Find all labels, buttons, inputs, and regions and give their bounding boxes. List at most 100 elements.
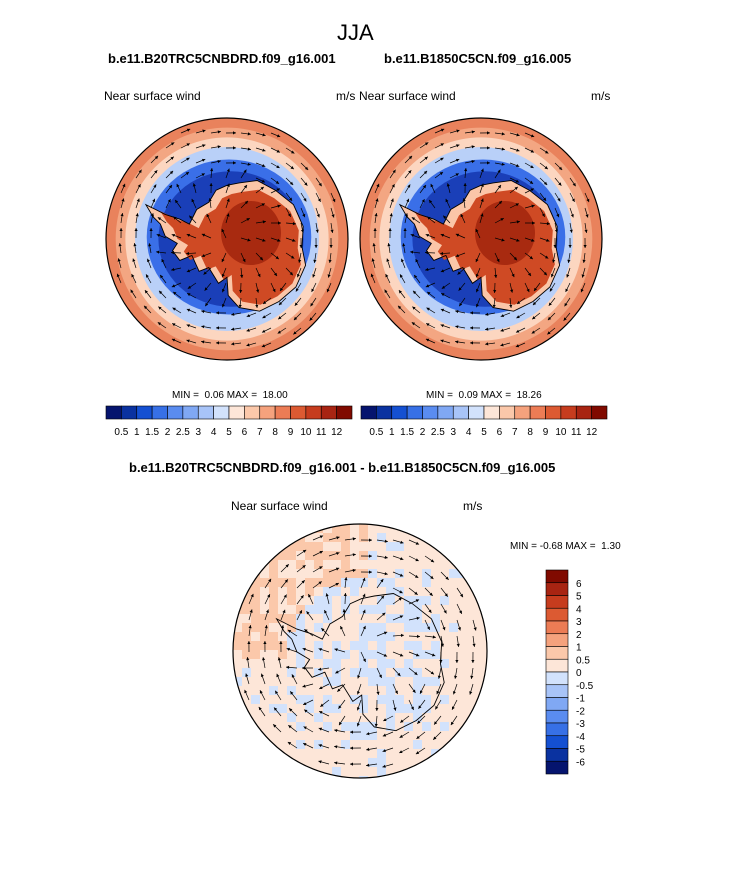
map2-wind-arrowhead (430, 183, 434, 188)
map1-wind-arrowhead (202, 144, 206, 148)
difference-cell (296, 632, 305, 641)
colorbar-tick-label: 2 (165, 427, 171, 438)
map2-wind-arrowhead (401, 258, 404, 262)
difference-cell (359, 659, 368, 668)
map-field (106, 118, 348, 360)
colorbar-swatch (545, 748, 569, 762)
map1-wind-arrowhead (293, 316, 298, 321)
map1-wind-arrowhead (201, 340, 205, 344)
map3-wind-arrowhead (334, 761, 338, 765)
colorbar-swatch (545, 709, 569, 724)
map1-wind-arrowhead (152, 198, 156, 203)
map3-wind-arrowhead (380, 595, 385, 599)
map1-wind-arrowhead (280, 287, 284, 291)
difference-cell (233, 533, 242, 542)
colorbar-swatch (545, 582, 569, 596)
difference-cell (332, 587, 341, 596)
map1-wind-arrowhead (154, 155, 159, 160)
map3-wind-arrowhead (282, 609, 286, 614)
difference-cell (341, 650, 350, 659)
colorbar-swatch (468, 405, 485, 420)
colorbar-tick-label: 8 (272, 427, 278, 438)
colorbar-swatch (228, 405, 245, 420)
difference-cell (269, 605, 278, 614)
colorbar-swatch (575, 405, 592, 420)
difference-cell (251, 560, 260, 569)
map3-wind-arrowhead (434, 721, 438, 725)
map1-wind-arrowhead (276, 188, 280, 192)
map3-wind-arrowhead (430, 559, 435, 563)
difference-cell (359, 731, 368, 740)
difference-cell (251, 623, 260, 632)
map2-wind-arrowhead (402, 243, 406, 247)
colorbar-swatch (376, 405, 393, 420)
panel-2-max-label: MAX = (480, 390, 512, 401)
map1-wind-arrowhead (289, 181, 294, 185)
colorbar-tick-label: 7 (512, 427, 518, 438)
map3-wind-arrowhead (427, 626, 430, 630)
map3-wind-arrowhead (285, 564, 289, 568)
difference-cell (296, 659, 305, 668)
map2-wind-arrowhead (530, 188, 534, 192)
map2-wind-arrowhead (456, 144, 460, 148)
difference-cell (251, 542, 260, 551)
colorbar-swatch (545, 697, 569, 711)
difference-cell (269, 587, 278, 596)
map3-wind-arrowhead (384, 572, 388, 576)
difference-cell (233, 524, 242, 533)
map1-wind-arrowhead (185, 172, 189, 176)
map1-wind-arrowhead (201, 158, 206, 162)
map2-wind-arrowhead (543, 197, 547, 201)
map2-wind-arrowhead (475, 258, 479, 263)
map2-wind-arrowhead (398, 290, 402, 294)
difference-max-value: 1.30 (601, 541, 621, 552)
colorbar-tick-label: -2 (576, 706, 585, 717)
difference-cell (314, 740, 323, 749)
difference-cell (350, 641, 359, 650)
map1-wind-arrowhead (144, 305, 148, 310)
difference-cell (377, 695, 386, 704)
difference-cell (323, 677, 332, 686)
difference-cell (305, 542, 314, 551)
map3-wind-arrowhead (415, 599, 420, 603)
map1-wind-arrowhead (192, 183, 196, 187)
map1-wind-arrowhead (304, 166, 309, 170)
difference-cell (359, 578, 368, 587)
map3-wind-arrowhead (380, 579, 384, 583)
difference-cell (404, 668, 413, 677)
map2-wind-arrowhead (426, 323, 430, 327)
map2-wind-arrowhead (581, 274, 585, 278)
map3-wind-arrowhead (357, 675, 361, 679)
difference-cell (395, 614, 404, 623)
map2-wind-arrowhead (443, 215, 447, 219)
map1-wind-arrowhead (275, 256, 279, 260)
difference-cell (323, 659, 332, 668)
map1-wind-arrowhead (149, 228, 153, 231)
map1-wind-arrowhead (134, 228, 138, 231)
map1-wind-arrowhead (287, 213, 291, 217)
map3-wind-arrowhead (455, 660, 459, 663)
difference-cell (242, 641, 251, 650)
map3-wind-arrowhead (339, 721, 342, 726)
map3-wind-arrowhead (303, 743, 307, 746)
map1-wind-arrowhead (238, 304, 242, 308)
map3-wind-arrowhead (412, 689, 416, 693)
map3-wind-arrowhead (335, 583, 339, 586)
map3-wind-arrowhead (428, 609, 432, 613)
map2-wind-arrowhead (471, 130, 475, 134)
map2-wind-arrowhead (440, 269, 445, 273)
map1-wind-arrowhead (278, 221, 281, 225)
colorbar-swatch (422, 405, 439, 420)
map1-wind-arrowhead (209, 183, 213, 186)
map1-wind-arrowhead (203, 271, 207, 275)
map1-wind-arrowhead (216, 311, 219, 315)
map3-wind-arrowhead (247, 641, 251, 644)
map2-wind-arrowhead (496, 258, 500, 263)
colorbar-tick-label: 1 (134, 427, 140, 438)
map2-wind-arrowhead (500, 328, 504, 332)
map2-wind-arrowhead (556, 213, 560, 218)
map2-wind-arrowhead (455, 310, 459, 314)
map2-wind-arrowhead (427, 216, 431, 220)
difference-cell (314, 596, 323, 605)
map2-wind-arrowhead (440, 324, 444, 328)
